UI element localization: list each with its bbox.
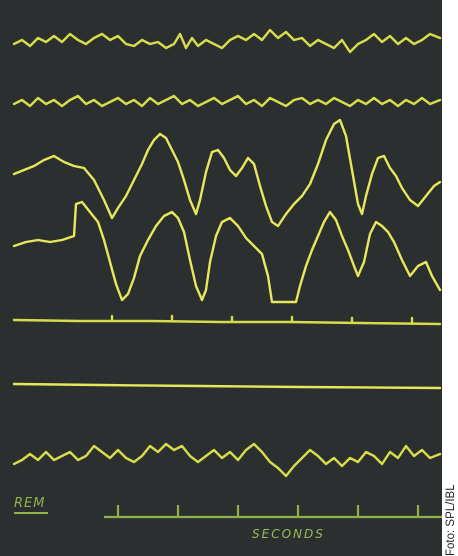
eeg-trace-bottom bbox=[12, 442, 442, 478]
eeg-recording-photo: REM SECONDS bbox=[0, 0, 442, 556]
seconds-label: SECONDS bbox=[252, 527, 325, 541]
eeg-trace-2 bbox=[12, 94, 442, 108]
eeg-traces bbox=[12, 28, 442, 519]
time-scale-ticks bbox=[116, 505, 420, 517]
photo-credit: Foto: SPL/IBL bbox=[445, 484, 457, 556]
rem-label: REM bbox=[14, 496, 46, 511]
eog-trace-lower bbox=[12, 200, 442, 304]
emg-trace bbox=[12, 318, 442, 326]
emg-trace-ticks bbox=[110, 314, 414, 325]
rem-underline bbox=[14, 512, 48, 514]
eeg-trace-1 bbox=[12, 28, 442, 54]
eog-trace-upper bbox=[12, 118, 442, 228]
flat-trace bbox=[12, 382, 442, 390]
